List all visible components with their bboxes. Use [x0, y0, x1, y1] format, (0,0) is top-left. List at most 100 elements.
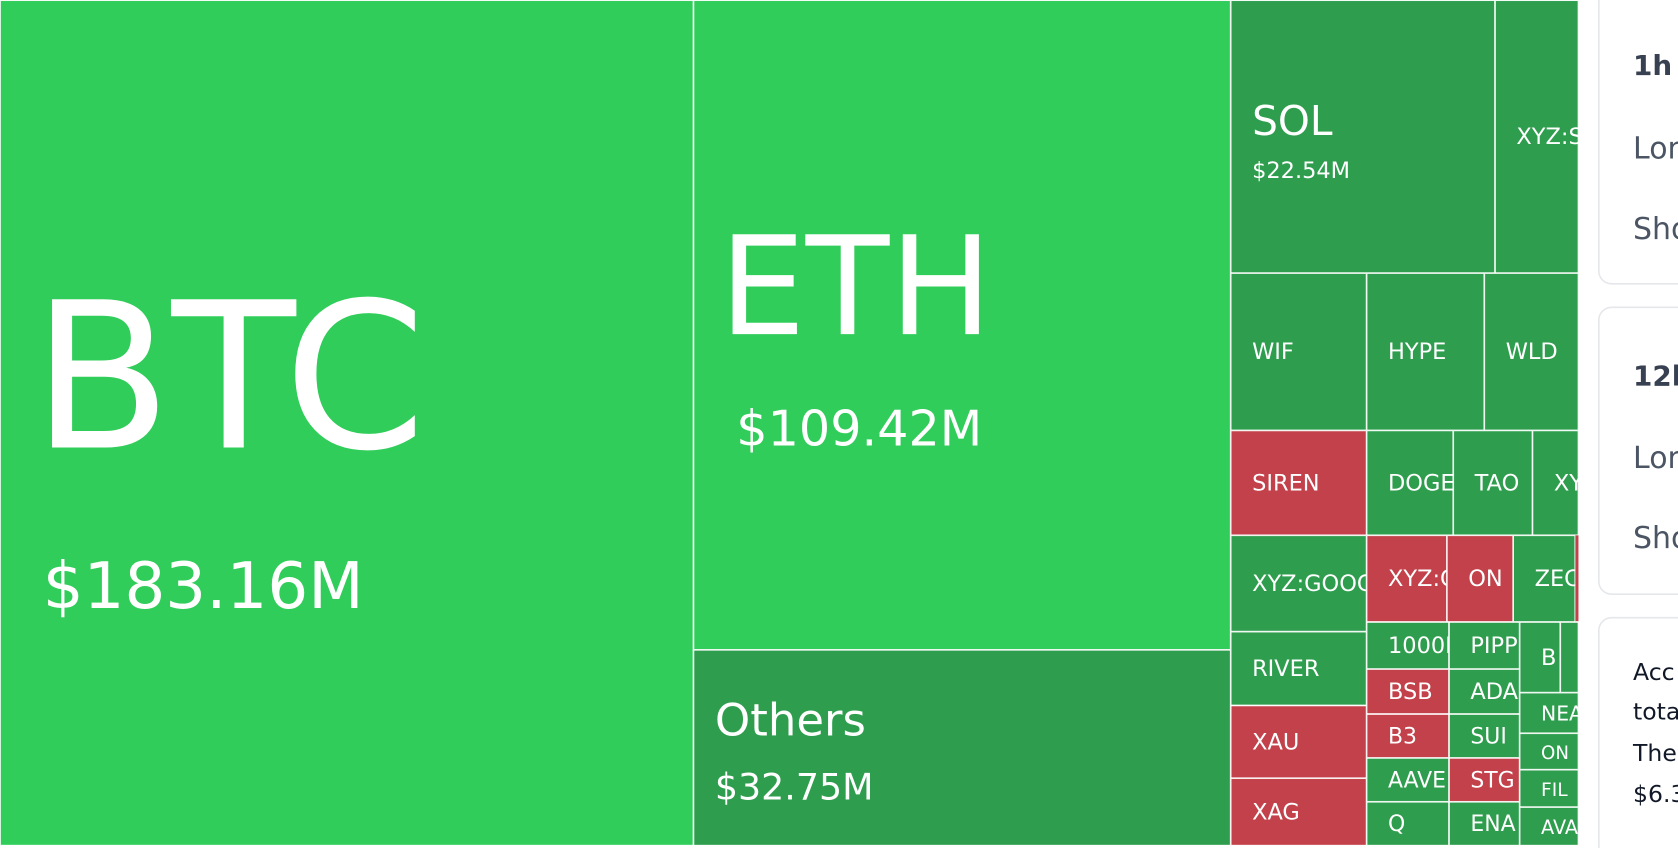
tile-box: BSB [1366, 669, 1449, 715]
tile-label: XYZ:C [1388, 566, 1456, 592]
tile-box: FIL [1519, 769, 1579, 808]
tile-box: XYZ:C [1366, 535, 1456, 622]
tile-label: TAO [1474, 470, 1520, 496]
tile[interactable] [1230, 430, 1367, 536]
tile-label: BSB [1388, 679, 1433, 705]
tile[interactable] [1230, 778, 1367, 846]
tile[interactable] [1519, 807, 1579, 846]
tile[interactable] [1519, 733, 1579, 770]
tile-label: AAVE [1388, 768, 1446, 793]
tile-box: 1000F [1366, 621, 1449, 670]
tile[interactable] [1453, 430, 1533, 536]
tile[interactable] [1448, 801, 1520, 846]
tile-label: XAG [1252, 799, 1300, 825]
tile-box: TAO [1453, 430, 1533, 536]
tile-box: XYZ:GOOG [1230, 535, 1374, 632]
tile-box: WLD [1484, 273, 1579, 431]
info-text: tota [1633, 697, 1678, 725]
tile-value: $22.54M [1252, 158, 1350, 184]
tile-label: SOL [1252, 97, 1333, 145]
tile-box: AVA [1519, 807, 1579, 846]
tile[interactable] [1230, 273, 1367, 431]
tile[interactable] [1513, 535, 1576, 622]
tile-box: STG [1448, 757, 1520, 802]
tile[interactable] [1366, 714, 1449, 758]
tile[interactable] [1495, 0, 1579, 274]
tile-box: ZEC [1513, 535, 1580, 622]
tile-value: $109.42M [736, 399, 982, 457]
side-panel: 1h Lon Sho 12h Lon Sho Acc tota The $6.3 [1598, 0, 1678, 848]
tile-box: XAG [1230, 778, 1367, 846]
tile[interactable] [693, 649, 1231, 846]
tile [1559, 621, 1579, 694]
period-label: 1h [1633, 49, 1672, 82]
tile[interactable] [1532, 430, 1579, 536]
tile[interactable] [1366, 430, 1454, 536]
tile-box: ON [1519, 733, 1579, 770]
tile-box: SUI [1448, 714, 1520, 758]
tile-label: B [1541, 645, 1556, 671]
tile-box: PIPP [1448, 621, 1520, 670]
treemap-viewport: BTC $183.16M ETH $109.42M Others $32.75M SOL $2… [0, 0, 1583, 846]
tile-label: XY [1554, 470, 1583, 496]
tile-box: ENA [1448, 801, 1520, 846]
card [1598, 0, 1678, 285]
tile-box: B [1519, 621, 1561, 693]
tile-label: ENA [1470, 812, 1515, 837]
tile-label: SUI [1470, 724, 1506, 749]
tile-box: Q [1366, 801, 1449, 846]
tile[interactable] [1448, 621, 1520, 670]
tile[interactable] [1366, 669, 1449, 715]
tile-label: ETH [719, 208, 992, 367]
tile[interactable] [693, 0, 1231, 650]
tile-label: Others [715, 693, 866, 746]
row-label: Lon [1633, 132, 1678, 167]
row-label: Lon [1633, 441, 1678, 476]
tile[interactable] [1230, 535, 1367, 632]
info-text: The [1632, 739, 1677, 767]
tile[interactable] [1448, 669, 1520, 715]
tile[interactable] [1519, 621, 1561, 693]
tile[interactable] [1448, 757, 1520, 802]
tile[interactable] [1519, 769, 1579, 808]
tile-label: NEA [1541, 701, 1583, 725]
tile-label: WIF [1252, 339, 1294, 365]
period-label: 12h [1633, 359, 1678, 392]
tile[interactable] [1366, 801, 1449, 846]
tile-box: ADA [1448, 669, 1520, 715]
tile[interactable] [1446, 535, 1514, 622]
tile-label: SIREN [1252, 470, 1320, 496]
tile-box: ETH $109.42M [693, 0, 1231, 650]
tile-box: SOL $22.54M [1230, 0, 1496, 274]
row-label: Sho [1633, 521, 1678, 556]
tile-label: STG [1470, 768, 1514, 793]
tile-label: XYZ:S [1516, 124, 1582, 150]
tile-label: ZEC [1535, 566, 1580, 592]
tile[interactable] [1230, 631, 1367, 706]
tile-label: PIPP [1470, 633, 1517, 659]
tile-label: FIL [1541, 780, 1568, 801]
tile-box: XY [1532, 430, 1583, 536]
tile-label: B3 [1388, 724, 1417, 749]
tile[interactable] [1230, 0, 1496, 274]
tile-label: XAU [1252, 729, 1299, 755]
tile-label: XYZ:GOOG [1252, 571, 1374, 597]
tile[interactable] [0, 0, 694, 846]
info-text: Acc [1633, 658, 1675, 686]
tile-label: Q [1388, 812, 1405, 837]
tile[interactable] [1519, 692, 1579, 734]
tile-label: BTC [32, 259, 426, 496]
tile-label: ON [1468, 566, 1503, 592]
tile-box: B3 [1366, 714, 1449, 758]
tile[interactable] [1366, 757, 1449, 802]
tile-label: ON [1541, 743, 1569, 764]
tile-label: AVA [1541, 816, 1579, 839]
tile[interactable] [1366, 621, 1449, 670]
row-label: Sho [1633, 212, 1678, 247]
tile-label: HYPE [1388, 339, 1446, 365]
tile[interactable] [1230, 705, 1367, 779]
tile[interactable] [1448, 714, 1520, 758]
tile-label: RIVER [1252, 656, 1319, 682]
